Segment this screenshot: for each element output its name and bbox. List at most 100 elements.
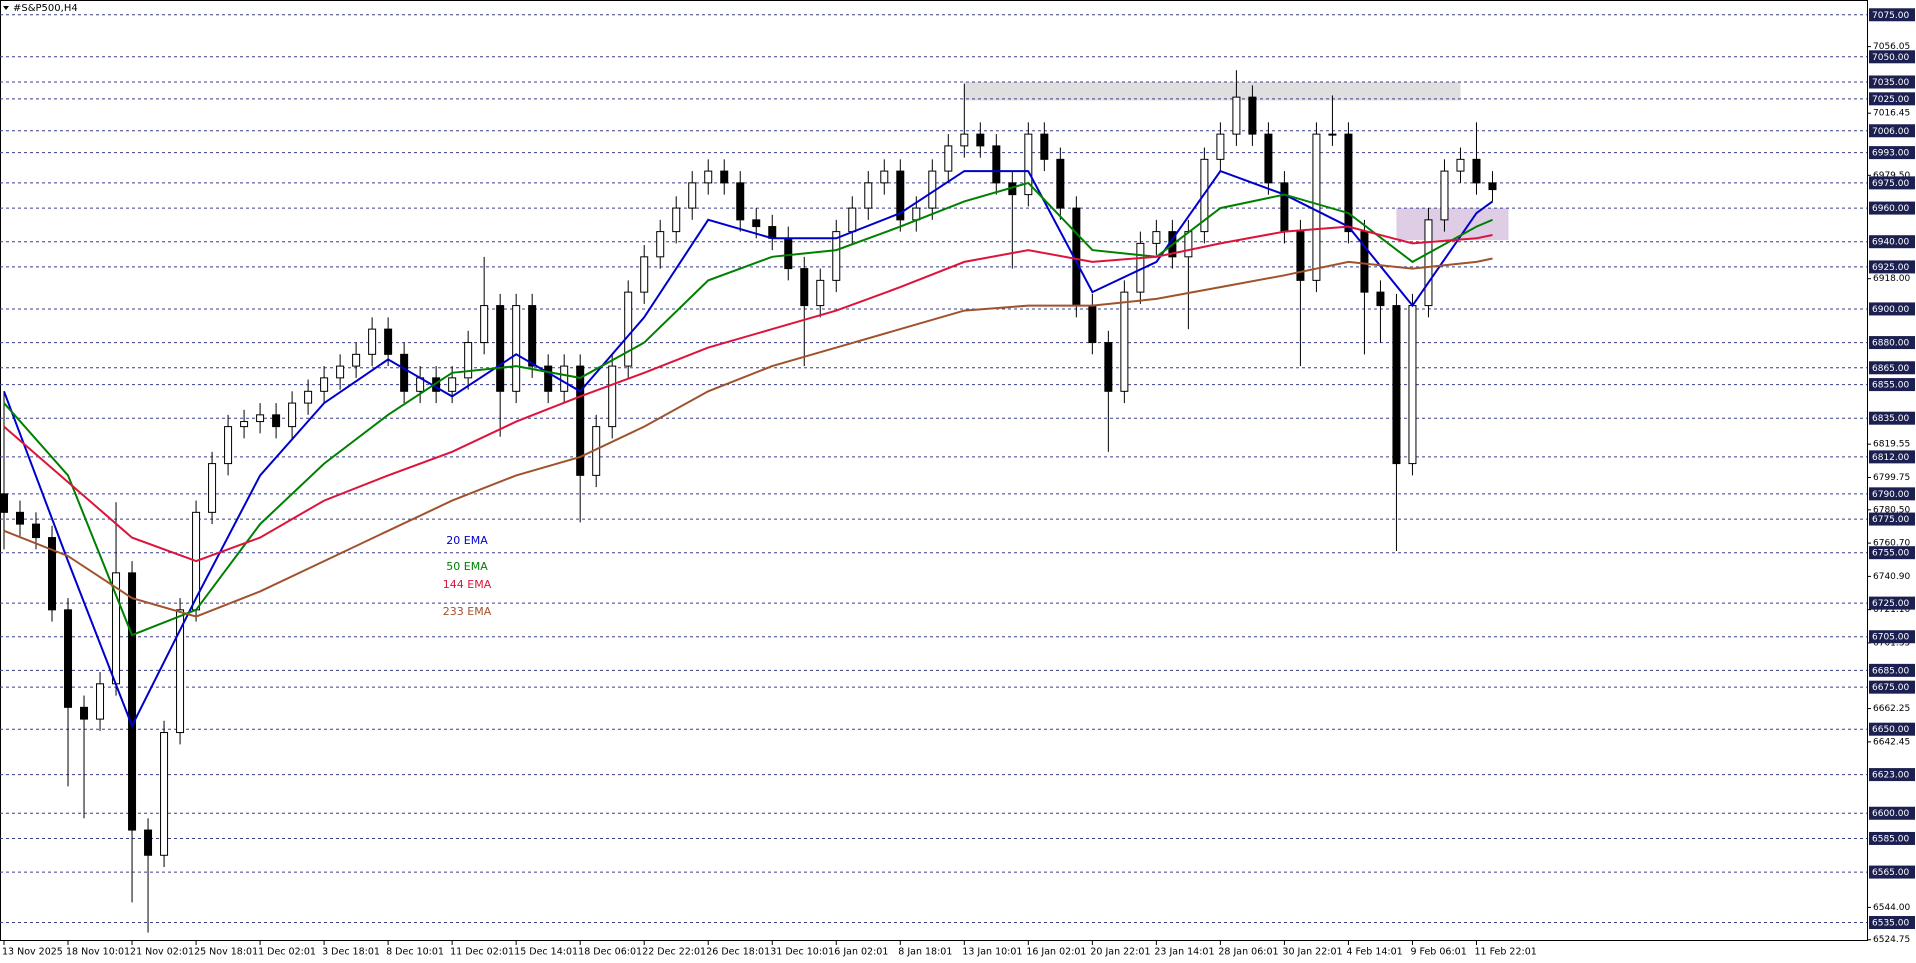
- candle-body: [160, 732, 169, 856]
- level-label: 7035.00: [1872, 78, 1909, 88]
- level-label-box: [1869, 450, 1915, 464]
- y-tick-label: 6979.50: [1873, 171, 1910, 181]
- candle-body: [976, 133, 985, 147]
- candle-body: [1152, 231, 1161, 244]
- candle-body: [80, 706, 89, 720]
- candle-body: [704, 170, 713, 184]
- title-icon: [3, 6, 9, 10]
- candle-body: [352, 353, 361, 367]
- y-tick-label: 6918.00: [1873, 274, 1910, 284]
- level-label: 6600.00: [1872, 809, 1909, 819]
- level-label-box: [1869, 722, 1915, 736]
- candle-body: [832, 231, 841, 281]
- y-tick-label: 7056.05: [1873, 42, 1910, 52]
- candle-body: [1216, 133, 1225, 160]
- level-label: 6865.00: [1872, 364, 1909, 374]
- candle-body: [960, 133, 969, 147]
- x-tick-label: 13 Jan 10:01: [962, 947, 1022, 958]
- x-tick-label: 18 Dec 06:01: [578, 947, 642, 958]
- x-tick-label: 3 Dec 18:01: [322, 947, 380, 958]
- candle-body: [1232, 96, 1241, 135]
- zone: [964, 82, 1461, 101]
- candle-body: [384, 328, 393, 355]
- candle-body: [944, 145, 953, 172]
- candle-body: [1088, 305, 1097, 344]
- candle-body: [304, 390, 313, 404]
- candle-body: [656, 231, 665, 258]
- y-tick-label: 6760.70: [1873, 539, 1910, 549]
- level-label: 6585.00: [1872, 834, 1909, 844]
- candle-body: [880, 170, 889, 184]
- candle-body: [816, 279, 825, 307]
- candle-body: [64, 609, 73, 708]
- candle-body: [1376, 291, 1385, 307]
- chart-title: #S&P500,H4: [13, 3, 78, 14]
- candle-body: [1408, 305, 1417, 465]
- candle-body: [240, 421, 249, 428]
- level-label-box: [1869, 92, 1915, 106]
- candle-body: [16, 511, 25, 525]
- level-label-box: [1869, 235, 1915, 249]
- level-label-box: [1869, 146, 1915, 160]
- level-label: 6535.00: [1872, 919, 1909, 929]
- level-label: 6900.00: [1872, 305, 1909, 315]
- level-label-box: [1869, 336, 1915, 350]
- candle-body: [1472, 158, 1481, 184]
- plot-border: [0, 0, 1868, 941]
- level-label: 7050.00: [1872, 53, 1909, 63]
- x-tick-label: 9 Feb 06:01: [1410, 947, 1466, 958]
- candle-body: [176, 609, 185, 734]
- candle-body: [144, 829, 153, 856]
- legend-entry: 20 EMA: [446, 534, 488, 547]
- level-label-box: [1869, 663, 1915, 677]
- x-tick-label: 30 Jan 22:01: [1282, 947, 1342, 958]
- candle-body: [1328, 133, 1337, 136]
- x-tick-label: 21 Nov 02:01: [130, 947, 194, 958]
- level-label-box: [1869, 8, 1915, 22]
- candle-body: [544, 365, 553, 392]
- legend-entry: 233 EMA: [443, 605, 492, 618]
- x-tick-label: 15 Dec 14:01: [514, 947, 578, 958]
- x-tick-label: 8 Dec 10:01: [386, 947, 444, 958]
- y-tick-label: 6662.25: [1873, 704, 1910, 714]
- level-label-box: [1869, 302, 1915, 316]
- candle-body: [1424, 219, 1433, 307]
- candle-body: [688, 182, 697, 209]
- level-label-box: [1869, 916, 1915, 930]
- level-label: 6775.00: [1872, 515, 1909, 525]
- level-label: 6790.00: [1872, 490, 1909, 500]
- x-tick-label: 20 Jan 22:01: [1090, 947, 1150, 958]
- candle-body: [288, 402, 297, 428]
- y-tick-label: 6780.50: [1873, 505, 1910, 515]
- candle-body: [224, 426, 233, 465]
- level-label: 6685.00: [1872, 666, 1909, 676]
- candle-body: [1040, 133, 1049, 160]
- candle-body: [1456, 158, 1465, 172]
- candle-body: [32, 523, 41, 539]
- candle-body: [672, 207, 681, 233]
- candle-body: [464, 342, 473, 379]
- level-label-box: [1869, 50, 1915, 64]
- level-label-box: [1869, 176, 1915, 190]
- candle-body: [1280, 182, 1289, 233]
- x-tick-label: 23 Jan 14:01: [1154, 947, 1214, 958]
- level-label-box: [1869, 831, 1915, 845]
- candle-body: [1360, 231, 1369, 293]
- level-label-box: [1869, 411, 1915, 425]
- y-tick-label: 6740.90: [1873, 572, 1910, 582]
- candle-body: [480, 305, 489, 344]
- candle-body: [800, 268, 809, 307]
- level-label: 6650.00: [1872, 725, 1909, 735]
- level-label-box: [1869, 680, 1915, 694]
- level-label: 6705.00: [1872, 633, 1909, 643]
- candle-body: [336, 365, 345, 379]
- candle-body: [448, 377, 457, 392]
- level-label-box: [1869, 596, 1915, 610]
- candle-body: [496, 305, 505, 392]
- candle-body: [1488, 182, 1497, 191]
- level-label-box: [1869, 512, 1915, 526]
- y-tick-label: 6721.10: [1873, 605, 1910, 615]
- candle-body: [1120, 291, 1129, 392]
- candle-body: [912, 207, 921, 221]
- x-tick-label: 1 Dec 02:01: [258, 947, 316, 958]
